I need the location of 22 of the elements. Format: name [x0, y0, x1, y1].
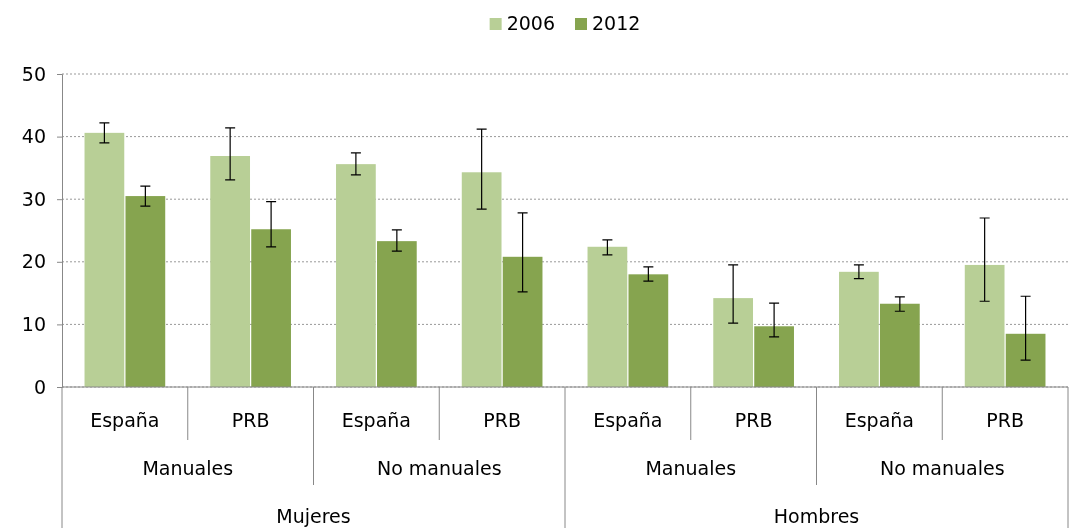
x-tick-label: PRB: [231, 409, 270, 431]
x-tick-label: PRB: [986, 409, 1024, 431]
x-tick-label: España: [844, 409, 915, 431]
y-tick-label: 0: [33, 375, 46, 398]
text: Hombres: [773, 505, 860, 527]
x-tick-label: España: [341, 409, 412, 431]
y-tick-label: 20: [21, 250, 46, 273]
text: Manuales: [645, 457, 737, 479]
y-tick-label: 40: [21, 125, 46, 148]
y-tick-label: 30: [21, 187, 46, 210]
y-tick-label: 10: [21, 312, 46, 335]
x-tick-label: España: [593, 409, 663, 431]
legend-label: 2006: [506, 12, 555, 34]
text: Manuales: [142, 457, 234, 479]
x-tick-label: PRB: [734, 409, 773, 431]
x-tick-label: España: [90, 409, 160, 431]
x-tick-label: PRB: [483, 409, 521, 431]
text: Mujeres: [276, 505, 351, 527]
text: No manuales: [376, 457, 502, 479]
legend-label: 2012: [592, 12, 641, 34]
text: No manuales: [879, 457, 1005, 479]
y-tick-label: 50: [21, 62, 46, 85]
